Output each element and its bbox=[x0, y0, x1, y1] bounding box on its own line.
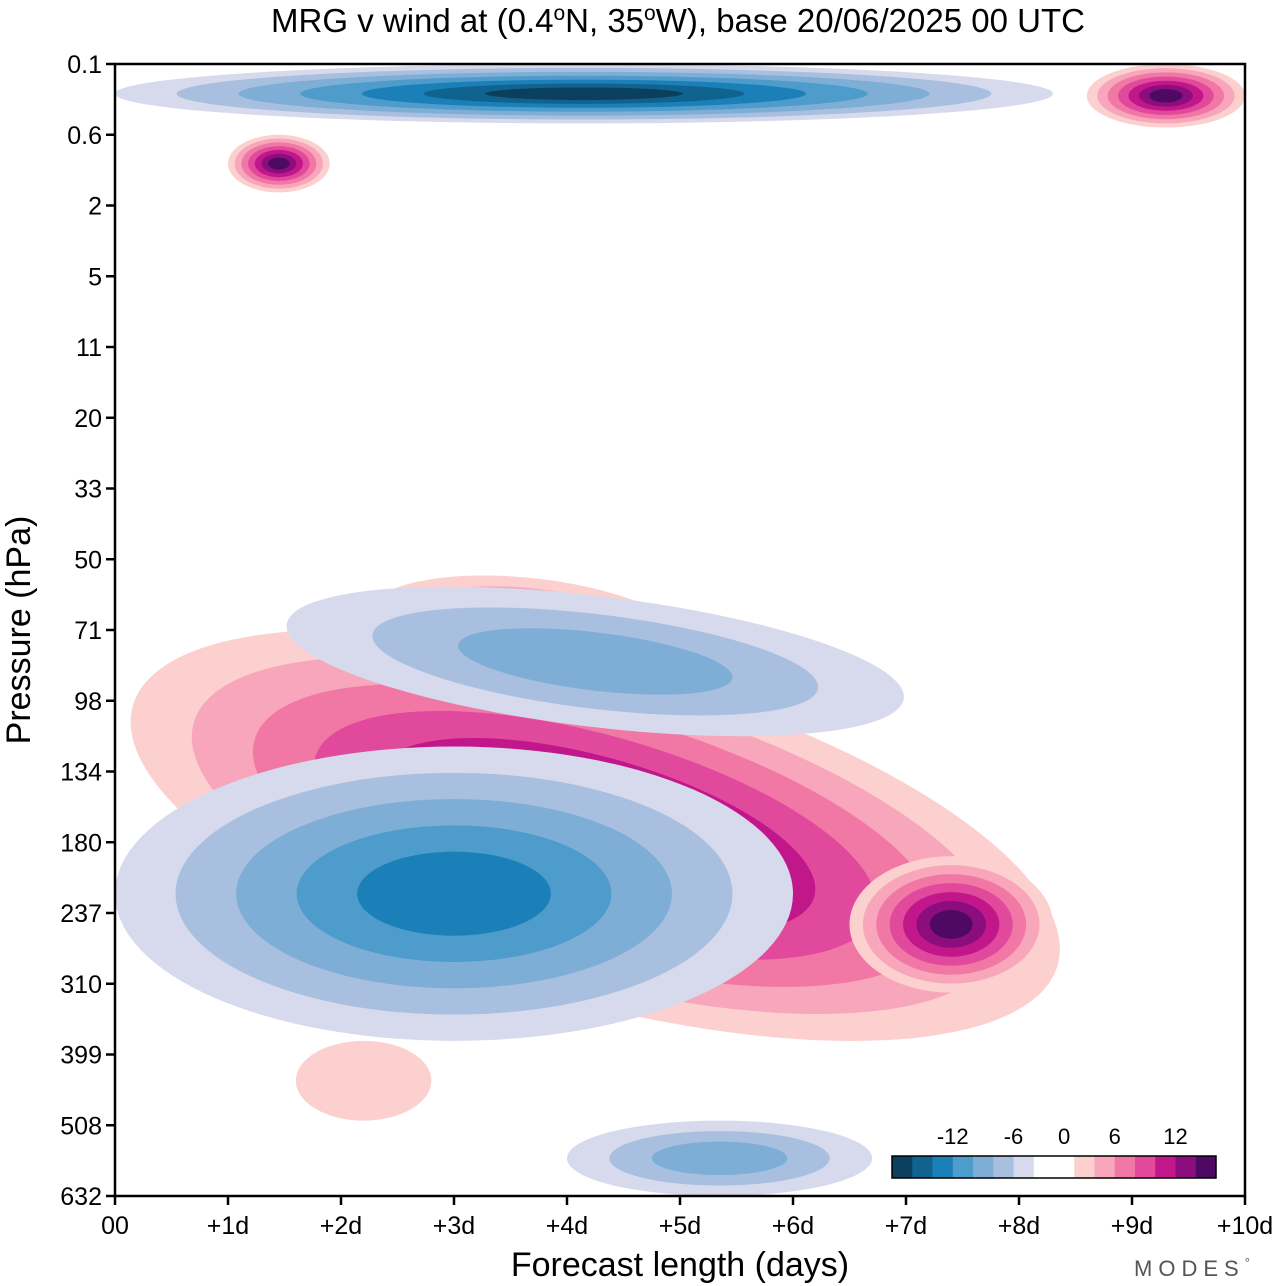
y-tick-label: 50 bbox=[74, 546, 102, 574]
x-tick-label: +7d bbox=[885, 1212, 927, 1240]
y-tick-label: 237 bbox=[60, 900, 102, 928]
colorbar-bin bbox=[1114, 1156, 1136, 1178]
chart-title-degree-2: o bbox=[644, 2, 656, 25]
chart-title: MRG v wind at (0.4oN, 35oW), base 20/06/… bbox=[271, 2, 1085, 39]
colorbar-bin bbox=[912, 1156, 933, 1178]
colorbar-bin bbox=[1074, 1156, 1095, 1178]
colorbar-tick-label: -12 bbox=[937, 1124, 969, 1149]
contour-positive-4-level-7 bbox=[268, 157, 290, 170]
x-tick-label: +10d bbox=[1217, 1212, 1273, 1240]
colorbar-frame bbox=[891, 1155, 1217, 1179]
brand-logo-text: MODES bbox=[1134, 1256, 1245, 1281]
x-tick-label: +1d bbox=[207, 1212, 249, 1240]
y-tick-label: 71 bbox=[74, 617, 102, 645]
x-axis-label: Forecast length (days) bbox=[511, 1246, 849, 1284]
x-tick-label: 00 bbox=[101, 1212, 129, 1240]
brand-logo: MODES° bbox=[1134, 1255, 1256, 1281]
x-tick-label: +8d bbox=[998, 1212, 1040, 1240]
colorbar-bin bbox=[1135, 1156, 1156, 1178]
y-tick-label: 0.6 bbox=[67, 122, 102, 150]
brand-logo-mark: ° bbox=[1245, 1255, 1256, 1270]
contour-positive-8-level-1 bbox=[295, 1040, 432, 1121]
colorbar-bin bbox=[952, 1156, 974, 1178]
y-tick-label: 33 bbox=[74, 476, 102, 504]
y-tick-label: 399 bbox=[60, 1042, 102, 1070]
x-tick-label: +3d bbox=[433, 1212, 475, 1240]
contour-negative-2-level-5 bbox=[357, 851, 551, 936]
y-tick-label: 310 bbox=[60, 971, 102, 999]
chart-title-prefix: MRG v wind at (0.4 bbox=[271, 2, 553, 39]
y-tick-label: 98 bbox=[74, 688, 102, 716]
contour-positive-1-level-7 bbox=[929, 910, 973, 939]
y-axis-label: Pressure (hPa) bbox=[0, 516, 38, 745]
colorbar-bin bbox=[1155, 1156, 1176, 1178]
colorbar-tick-label: 0 bbox=[1058, 1124, 1070, 1149]
colorbar-bin bbox=[1175, 1156, 1197, 1178]
chart-title-suffix: W), base 20/06/2025 00 UTC bbox=[656, 2, 1085, 39]
y-tick-label: 20 bbox=[74, 405, 102, 433]
chart-title-mid: N, 35 bbox=[565, 2, 644, 39]
x-axis: 00 +1d +2d +3d +4d +5d +6d +7d +8d +9d +10d bbox=[101, 1196, 1273, 1240]
chart-title-degree-1: o bbox=[553, 2, 565, 25]
colorbar-tick-label: -6 bbox=[1004, 1124, 1024, 1149]
contour-negative-3-level-7 bbox=[485, 87, 683, 100]
y-axis: 0.1 0.6 2 5 11 20 33 50 71 98 134 180 237 310 399 508 63… bbox=[60, 51, 115, 1211]
x-tick-label: +9d bbox=[1111, 1212, 1153, 1240]
x-tick-label: +4d bbox=[546, 1212, 588, 1240]
colorbar-bin bbox=[1094, 1156, 1116, 1178]
y-tick-label: 134 bbox=[60, 759, 102, 787]
y-tick-label: 11 bbox=[76, 334, 102, 362]
colorbar-bin bbox=[1013, 1156, 1035, 1178]
colorbar-bin bbox=[1195, 1156, 1217, 1178]
y-tick-label: 5 bbox=[88, 263, 102, 291]
x-tick-label: +6d bbox=[772, 1212, 814, 1240]
contour-field bbox=[115, 64, 1245, 1196]
y-tick-label: 180 bbox=[60, 829, 102, 857]
contour-negative-7-level-3 bbox=[458, 628, 733, 695]
x-tick-label: +5d bbox=[659, 1212, 701, 1240]
colorbar-tick-label: 6 bbox=[1109, 1124, 1121, 1149]
y-tick-label: 508 bbox=[60, 1112, 102, 1140]
colorbar-bin bbox=[932, 1156, 954, 1178]
colorbar-bin bbox=[892, 1156, 913, 1178]
colorbar-bin bbox=[1054, 1156, 1075, 1178]
colorbar-tick-label: 12 bbox=[1163, 1124, 1187, 1149]
plot-area bbox=[115, 64, 1245, 1196]
x-tick-label: +2d bbox=[320, 1212, 362, 1240]
y-tick-label: 2 bbox=[88, 193, 102, 221]
contour-negative-9-level-3 bbox=[651, 1141, 788, 1176]
colorbar-bin bbox=[973, 1156, 994, 1178]
y-tick-label: 0.1 bbox=[67, 51, 102, 79]
contour-positive-5-level-7 bbox=[1149, 89, 1183, 103]
colorbar-legend: -12 -6 0 6 12 bbox=[884, 1112, 1224, 1190]
colorbar-bin bbox=[993, 1156, 1014, 1178]
y-tick-label: 632 bbox=[60, 1183, 102, 1211]
colorbar-bin bbox=[1033, 1156, 1055, 1178]
